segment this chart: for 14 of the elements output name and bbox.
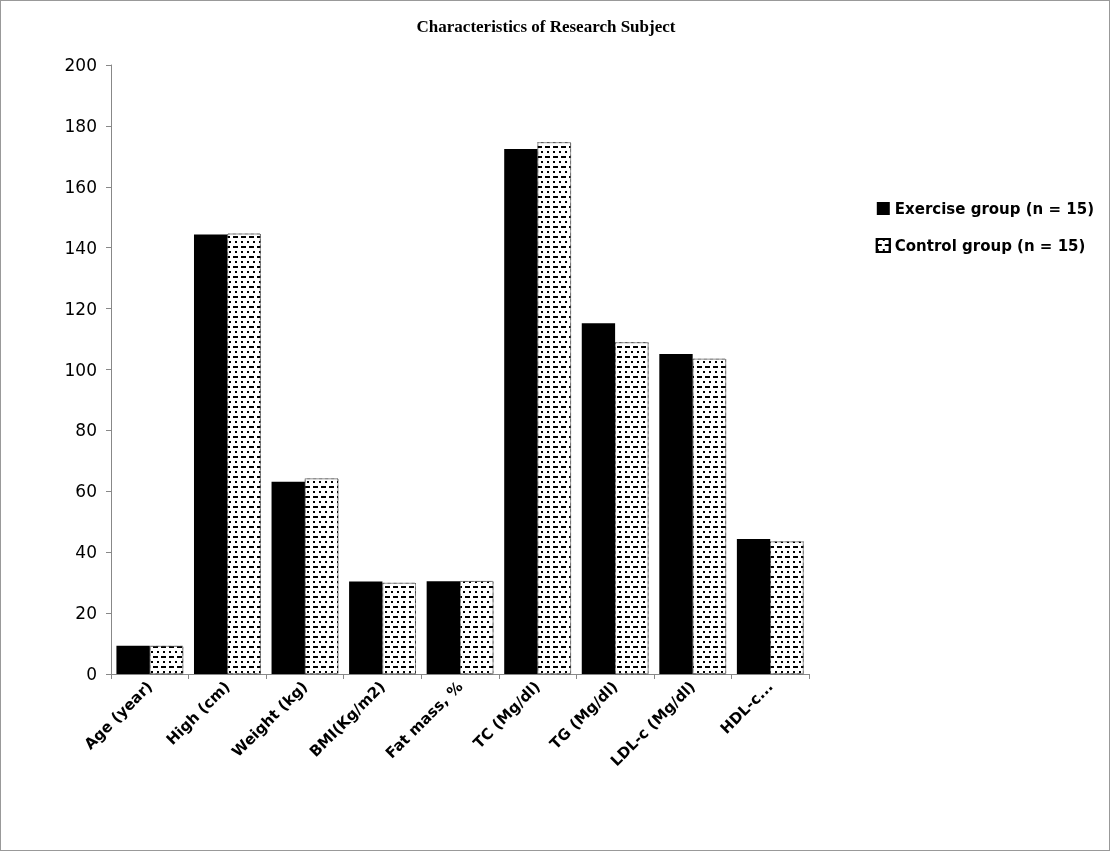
chart-title: Characteristics of Research Subject [416,17,676,36]
y-tick-label: 40 [75,542,97,563]
y-tick-label: 120 [64,298,97,319]
legend-label: Exercise group (n = 15) [894,199,1095,218]
y-tick-label: 200 [64,55,97,75]
y-tick-label: 140 [64,237,97,258]
y-tick-label: 80 [75,420,97,441]
y-tick-label: 100 [64,359,97,380]
y-tick-label: 60 [75,481,97,502]
legend-label: Control group (n = 15) [894,236,1086,255]
y-tick-label: 20 [75,603,97,624]
y-tick-label: 160 [64,176,97,197]
y-tick-label: 180 [64,115,97,136]
y-tick-label: 0 [86,664,97,684]
